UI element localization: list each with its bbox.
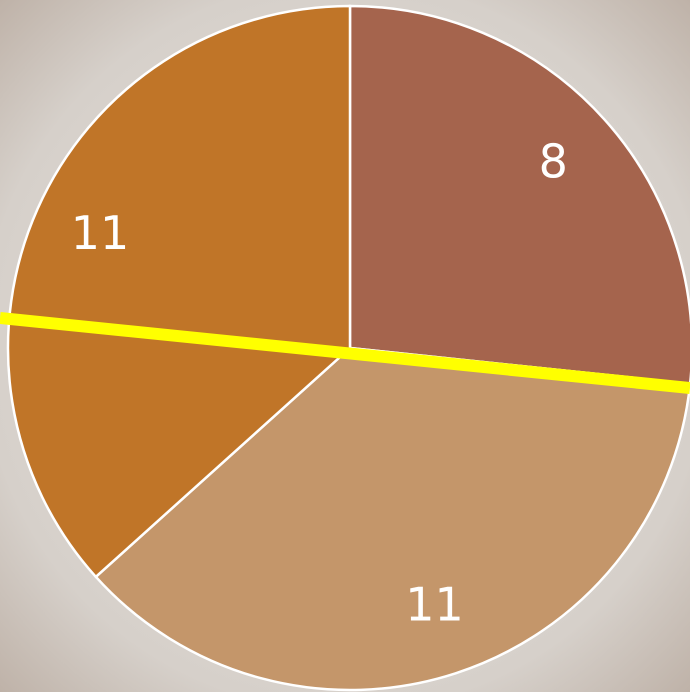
- data-label: 11: [71, 206, 130, 260]
- chart: 8 11 11: [0, 0, 690, 692]
- data-label: 8: [539, 134, 568, 188]
- data-label: 11: [405, 578, 464, 632]
